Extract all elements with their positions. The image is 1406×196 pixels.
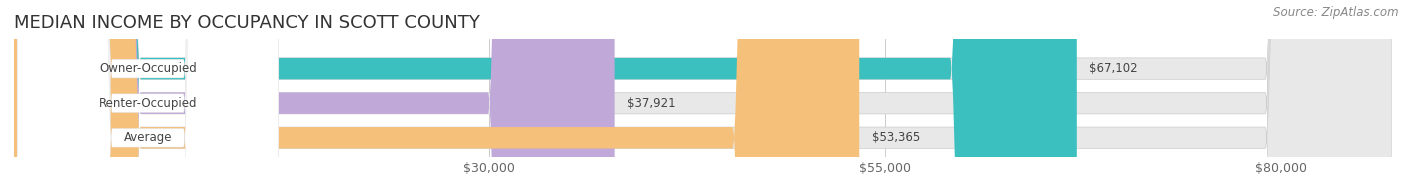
Text: MEDIAN INCOME BY OCCUPANCY IN SCOTT COUNTY: MEDIAN INCOME BY OCCUPANCY IN SCOTT COUN… bbox=[14, 14, 479, 32]
Text: $67,102: $67,102 bbox=[1090, 62, 1137, 75]
FancyBboxPatch shape bbox=[17, 0, 278, 196]
FancyBboxPatch shape bbox=[17, 0, 278, 196]
Text: $37,921: $37,921 bbox=[627, 97, 676, 110]
Text: Source: ZipAtlas.com: Source: ZipAtlas.com bbox=[1274, 6, 1399, 19]
Text: $53,365: $53,365 bbox=[872, 131, 920, 144]
FancyBboxPatch shape bbox=[14, 0, 859, 196]
FancyBboxPatch shape bbox=[14, 0, 614, 196]
Text: Average: Average bbox=[124, 131, 172, 144]
Text: Renter-Occupied: Renter-Occupied bbox=[98, 97, 197, 110]
FancyBboxPatch shape bbox=[14, 0, 1392, 196]
FancyBboxPatch shape bbox=[14, 0, 1077, 196]
FancyBboxPatch shape bbox=[14, 0, 1392, 196]
FancyBboxPatch shape bbox=[14, 0, 1392, 196]
FancyBboxPatch shape bbox=[17, 0, 278, 196]
Text: Owner-Occupied: Owner-Occupied bbox=[98, 62, 197, 75]
